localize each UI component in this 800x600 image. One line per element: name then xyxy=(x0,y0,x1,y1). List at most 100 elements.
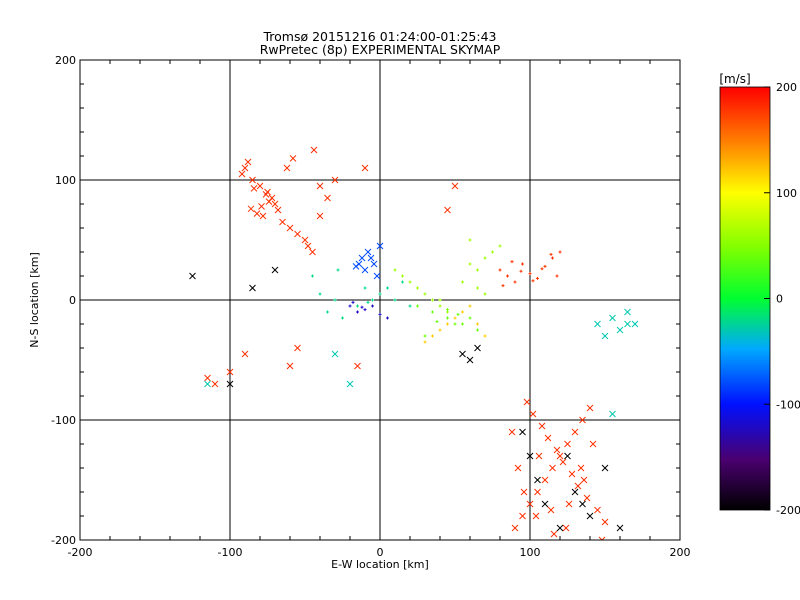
data-point xyxy=(316,212,324,220)
x-tick-label: -200 xyxy=(68,546,93,559)
x-marker-stroke xyxy=(571,428,579,436)
x-marker-stroke xyxy=(259,212,267,220)
data-point xyxy=(574,482,582,490)
colorbar-tick-label: -200 xyxy=(776,504,800,517)
data-point xyxy=(544,434,552,442)
data-point xyxy=(510,260,514,264)
data-point xyxy=(274,206,282,214)
data-point xyxy=(279,218,286,226)
x-marker-stroke xyxy=(583,494,591,502)
x-marker-stroke xyxy=(562,524,570,532)
data-point xyxy=(367,254,375,262)
x-marker-stroke xyxy=(373,272,381,280)
x-marker-stroke xyxy=(444,206,451,214)
data-point xyxy=(286,362,294,370)
data-point xyxy=(514,464,522,472)
x-marker-stroke xyxy=(316,212,324,220)
data-point xyxy=(238,170,246,178)
data-point xyxy=(253,210,261,217)
x-marker-stroke xyxy=(526,452,534,460)
data-point xyxy=(519,512,526,520)
data-point xyxy=(541,500,549,508)
x-marker-stroke xyxy=(564,452,571,460)
x-marker-stroke xyxy=(358,254,366,262)
x-marker-stroke xyxy=(361,266,369,274)
data-point xyxy=(468,304,472,308)
x-marker-stroke xyxy=(262,191,270,198)
x-marker-stroke xyxy=(559,458,567,466)
data-point xyxy=(258,203,265,210)
data-point xyxy=(513,280,517,284)
y-tick-label: 200 xyxy=(55,54,76,67)
x-marker-stroke xyxy=(279,218,286,226)
data-point xyxy=(271,266,279,274)
data-point xyxy=(624,308,631,316)
data-point xyxy=(373,272,381,280)
data-point xyxy=(616,326,624,334)
data-point xyxy=(358,254,366,262)
x-marker-stroke xyxy=(565,500,573,508)
x-marker-stroke xyxy=(253,210,261,217)
x-marker-stroke xyxy=(294,230,301,238)
data-point xyxy=(386,316,389,320)
data-point xyxy=(521,262,524,266)
data-point xyxy=(226,380,234,388)
data-point xyxy=(549,252,553,256)
data-point xyxy=(326,310,329,314)
data-point xyxy=(438,298,442,302)
data-point xyxy=(601,518,609,526)
data-point xyxy=(256,182,264,190)
data-point xyxy=(346,380,354,388)
x-marker-stroke xyxy=(564,440,571,448)
x-marker-stroke xyxy=(361,164,369,172)
data-point xyxy=(559,458,567,466)
data-point xyxy=(356,304,359,308)
x-marker-stroke xyxy=(586,404,594,412)
x-marker-stroke xyxy=(601,518,609,526)
data-point xyxy=(333,298,337,302)
data-point xyxy=(401,280,404,284)
data-point xyxy=(294,230,301,238)
data-point xyxy=(271,200,279,208)
data-point xyxy=(204,380,211,388)
data-point xyxy=(318,292,322,296)
x-marker-stroke xyxy=(309,248,316,256)
data-point xyxy=(564,452,571,460)
data-point xyxy=(547,506,555,514)
data-point xyxy=(483,292,487,296)
x-marker-stroke xyxy=(586,512,594,520)
data-point xyxy=(250,185,258,192)
data-point xyxy=(446,316,449,320)
x-marker-stroke xyxy=(247,205,255,213)
data-point xyxy=(226,368,234,376)
data-point xyxy=(366,300,370,304)
data-point xyxy=(520,488,528,496)
x-marker-stroke xyxy=(211,380,219,388)
x-marker-stroke xyxy=(519,428,526,436)
x-marker-stroke xyxy=(616,326,624,334)
data-point xyxy=(289,155,297,162)
data-point xyxy=(348,304,352,308)
data-point xyxy=(586,404,594,412)
data-point xyxy=(609,410,616,418)
data-point xyxy=(558,250,562,254)
data-point xyxy=(451,182,459,190)
data-point xyxy=(556,452,564,460)
data-point xyxy=(474,344,481,352)
data-point xyxy=(416,304,419,308)
x-marker-stroke xyxy=(189,272,196,280)
data-point xyxy=(541,476,549,484)
x-marker-stroke xyxy=(549,464,556,472)
x-marker-stroke xyxy=(574,482,582,490)
colorbar-tick-label: 0 xyxy=(776,293,783,306)
x-marker-stroke xyxy=(579,500,586,508)
x-marker-stroke xyxy=(601,332,609,340)
data-point xyxy=(189,272,196,280)
x-marker-stroke xyxy=(256,182,264,190)
x-marker-stroke xyxy=(316,182,324,190)
data-points xyxy=(189,146,639,540)
x-marker-stroke xyxy=(579,416,586,424)
data-point xyxy=(519,269,523,273)
x-marker-stroke xyxy=(241,164,249,172)
data-point xyxy=(423,292,427,296)
